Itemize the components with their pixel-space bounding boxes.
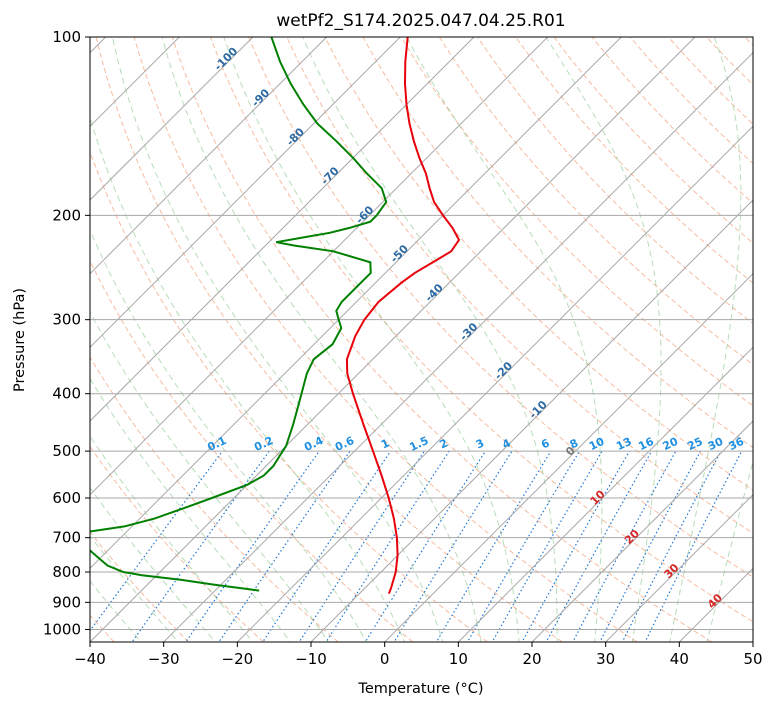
y-tick-label: 300 [52, 311, 81, 329]
dry-adiabat-line [171, 37, 712, 642]
mixing-ratio-label: 30 [706, 435, 726, 453]
dry-adiabat-line [133, 37, 638, 642]
x-axis-label: Temperature (°C) [357, 681, 483, 697]
x-tick-label: −20 [222, 650, 254, 668]
moist-adiabat-line [90, 580, 142, 642]
moist-adiabat-line [90, 535, 179, 642]
isotherm-line [310, 199, 753, 642]
x-tick-label: −10 [295, 650, 327, 668]
dry-adiabat-line [90, 531, 190, 642]
isotherm-line [90, 37, 623, 570]
dry-adiabat-line [553, 37, 753, 244]
x-tick-label: 0 [380, 650, 390, 668]
dry-adiabat-line [90, 150, 488, 642]
moist-adiabat-line [223, 37, 520, 642]
isotherm-line [90, 37, 328, 275]
dry-adiabat-line [400, 37, 753, 407]
y-tick-label: 100 [52, 28, 81, 46]
y-tick-label: 400 [52, 385, 81, 403]
dry-adiabat-line [324, 37, 753, 491]
mixing-ratio-label: 13 [614, 435, 633, 453]
dry-adiabat-line [591, 37, 753, 204]
plot-frame [89, 36, 754, 643]
dry-adiabat-line [248, 37, 753, 578]
isotherm-line [0, 10, 59, 654]
isotherm-line [162, 51, 753, 642]
y-tick-label: 900 [52, 593, 81, 611]
moist-adiabat-line [669, 37, 742, 642]
x-axis-ticks: −40 −30 −20 −10 0 10 20 30 40 50 [74, 642, 763, 668]
y-tick-label: 500 [52, 442, 81, 460]
profiles [90, 37, 461, 594]
isotherm-line [383, 272, 753, 642]
isotherm-line [90, 37, 254, 201]
y-tick-label: 800 [52, 563, 81, 581]
y-tick-label: 600 [52, 489, 81, 507]
dry-adiabat-line [210, 37, 753, 623]
isotherm-line [90, 37, 696, 642]
moist-adiabat-line [90, 310, 329, 642]
x-tick-label: 40 [670, 650, 689, 668]
mixing-ratio-label: 20 [661, 435, 681, 453]
dry-adiabat-line [90, 356, 339, 642]
x-tick-label: 30 [596, 650, 615, 668]
x-tick-label: 20 [522, 650, 541, 668]
x-tick-label: 50 [743, 650, 762, 668]
isotherm-line [531, 420, 753, 642]
y-tick-label: 200 [52, 206, 81, 224]
x-tick-label: 10 [449, 650, 468, 668]
dry-adiabat-line [477, 37, 753, 325]
y-axis-ticks: 1000 900 800 700 600 500 400 300 200 100 [43, 28, 90, 638]
x-tick-label: −40 [74, 650, 106, 668]
dry-adiabat-line [286, 37, 753, 534]
isotherm-line [457, 346, 753, 642]
isotherm-line [236, 125, 753, 642]
isotherm-line [604, 493, 753, 642]
y-tick-label: 700 [52, 529, 81, 547]
isotherms [0, 10, 753, 654]
mixing-ratio-label: 10 [587, 435, 607, 453]
moist-adiabat-line [406, 37, 603, 642]
mixing-ratio-label: 36 [727, 435, 747, 453]
dry-adiabat-line [438, 37, 753, 366]
dry-adiabat-line [95, 37, 563, 642]
isotherm-line [90, 37, 549, 496]
isotherm-line [90, 37, 402, 349]
isotherm-line [90, 37, 181, 128]
x-tick-label: −30 [148, 650, 180, 668]
moist-adiabat-line [302, 37, 558, 642]
mixing-ratio-label: 16 [636, 435, 656, 453]
plot-area [90, 37, 753, 642]
mixing-ratio-label: 25 [685, 435, 704, 453]
isobars [90, 37, 753, 630]
temperature-profile [345, 37, 461, 594]
dewpoint-profile [90, 37, 388, 592]
chart-title: wetPf2_S174.2025.047.04.25.R01 [276, 11, 565, 31]
isotherm-line [90, 37, 475, 422]
y-axis-label: Pressure (hPa) [12, 288, 28, 392]
moist-adiabat-line [545, 37, 662, 642]
y-tick-label: 1000 [43, 620, 81, 638]
